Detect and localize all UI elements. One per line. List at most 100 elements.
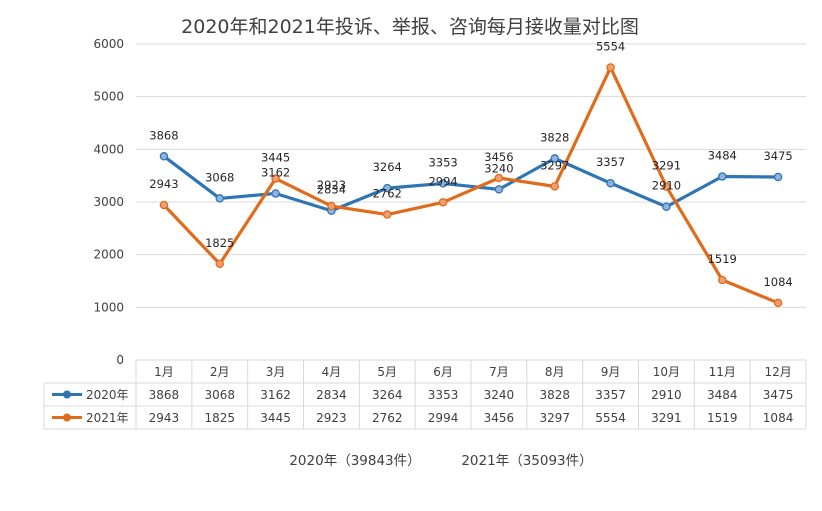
data-label: 1825 xyxy=(205,236,234,250)
data-label: 2834 xyxy=(317,183,346,197)
table-cell: 2943 xyxy=(149,411,180,425)
data-point xyxy=(271,189,280,198)
data-point xyxy=(718,275,727,285)
data-label: 3828 xyxy=(540,130,569,144)
data-point xyxy=(382,210,392,219)
data-point xyxy=(718,172,727,181)
data-point xyxy=(327,201,336,211)
data-point xyxy=(606,63,615,72)
data-label: 3475 xyxy=(763,149,792,163)
footer-total-2020: 2020年（39843件） xyxy=(289,453,420,469)
table-cell: 2923 xyxy=(316,411,347,425)
data-point xyxy=(550,154,560,163)
y-axis-ticks: 0 1000 2000 3000 4000 5000 6000 xyxy=(93,37,124,367)
data-label: 3162 xyxy=(261,165,290,179)
table-cell: 1519 xyxy=(707,411,738,425)
legend-key-marker xyxy=(63,390,71,399)
y-tick-label: 4000 xyxy=(93,142,124,156)
category-label: 7月 xyxy=(489,365,509,379)
y-tick-label: 2000 xyxy=(93,248,124,262)
table-cell: 2910 xyxy=(651,388,682,402)
chart-title: 2020年和2021年投诉、举报、咨询每月接收量对比图 xyxy=(181,16,639,38)
y-tick-label: 1000 xyxy=(93,300,124,314)
y-tick-label: 5000 xyxy=(93,90,124,104)
data-labels: 3868 3068 3162 2834 3264 3353 3240 3828 3357 2910… xyxy=(149,39,792,288)
data-label: 3068 xyxy=(205,170,234,184)
category-label: 6月 xyxy=(433,365,453,379)
data-label: 3297 xyxy=(540,158,569,172)
data-point xyxy=(382,183,392,193)
data-point xyxy=(662,202,671,211)
series-points xyxy=(159,63,783,308)
table-cell: 3484 xyxy=(707,388,738,402)
y-tick-label: 3000 xyxy=(93,195,124,209)
category-label: 12月 xyxy=(764,365,791,379)
data-point xyxy=(494,173,504,183)
series-line xyxy=(162,154,780,213)
y-tick-label: 6000 xyxy=(93,37,124,51)
category-label: 1月 xyxy=(154,365,174,379)
data-point xyxy=(271,174,280,183)
data-point xyxy=(215,259,224,269)
data-point xyxy=(438,179,448,188)
gridlines xyxy=(136,43,806,308)
table-cell: 3068 xyxy=(204,388,235,402)
data-label: 3357 xyxy=(596,155,625,169)
data-point xyxy=(494,185,504,194)
category-label: 3月 xyxy=(266,365,286,379)
category-label: 10月 xyxy=(653,365,680,379)
data-label: 2923 xyxy=(317,178,346,192)
data-label: 3484 xyxy=(708,149,737,163)
data-label: 3353 xyxy=(428,155,457,169)
data-table: 1月 2月 3月 4月 5月 6月 7月 8月 9月 10月 11月 12月 2020年 3868 3068… xyxy=(43,359,807,430)
table-cell: 3264 xyxy=(372,388,403,402)
data-label: 3456 xyxy=(484,150,513,164)
data-label: 2762 xyxy=(373,187,402,201)
legend-series-name: 2020年 xyxy=(86,388,129,402)
data-point xyxy=(662,182,671,191)
data-label: 3868 xyxy=(149,128,178,142)
data-point xyxy=(773,298,783,308)
data-label: 5554 xyxy=(596,39,625,53)
data-label: 3240 xyxy=(484,161,513,175)
category-label: 5月 xyxy=(377,365,397,379)
data-point xyxy=(215,194,224,203)
data-label: 3264 xyxy=(373,160,402,174)
table-cell: 3445 xyxy=(260,411,291,425)
table-cell: 3297 xyxy=(539,411,570,425)
legend-series-name: 2021年 xyxy=(86,411,129,425)
table-cell: 2762 xyxy=(372,411,403,425)
data-point xyxy=(159,200,169,210)
table-cell: 3240 xyxy=(484,388,515,402)
data-label: 1084 xyxy=(763,275,792,289)
data-point xyxy=(159,152,169,161)
data-point xyxy=(773,172,783,182)
data-label: 2943 xyxy=(149,177,178,191)
data-point xyxy=(438,198,448,207)
table-cell: 2994 xyxy=(428,411,459,425)
table-cell: 5554 xyxy=(595,411,626,425)
table-cell: 3357 xyxy=(595,388,626,402)
y-tick-label: 0 xyxy=(116,353,124,367)
table-cell: 3868 xyxy=(149,388,180,402)
table-cell: 1825 xyxy=(204,411,235,425)
data-point xyxy=(550,182,560,191)
data-label: 3291 xyxy=(652,159,681,173)
data-label: 2994 xyxy=(428,174,457,188)
table-cell: 3353 xyxy=(428,388,459,402)
category-label: 11月 xyxy=(709,365,736,379)
data-label: 2910 xyxy=(652,179,681,193)
table-cell: 3475 xyxy=(763,388,794,402)
table-cell: 1084 xyxy=(763,411,794,425)
data-point xyxy=(606,178,615,188)
category-label: 2月 xyxy=(210,365,230,379)
category-label: 8月 xyxy=(545,365,565,379)
table-cell: 3291 xyxy=(651,411,682,425)
table-cell: 3162 xyxy=(260,388,291,402)
table-cell: 2834 xyxy=(316,388,347,402)
legend-key-marker xyxy=(63,413,71,422)
data-label: 3445 xyxy=(261,151,290,165)
category-label: 4月 xyxy=(322,365,342,379)
data-label: 1519 xyxy=(708,252,737,266)
